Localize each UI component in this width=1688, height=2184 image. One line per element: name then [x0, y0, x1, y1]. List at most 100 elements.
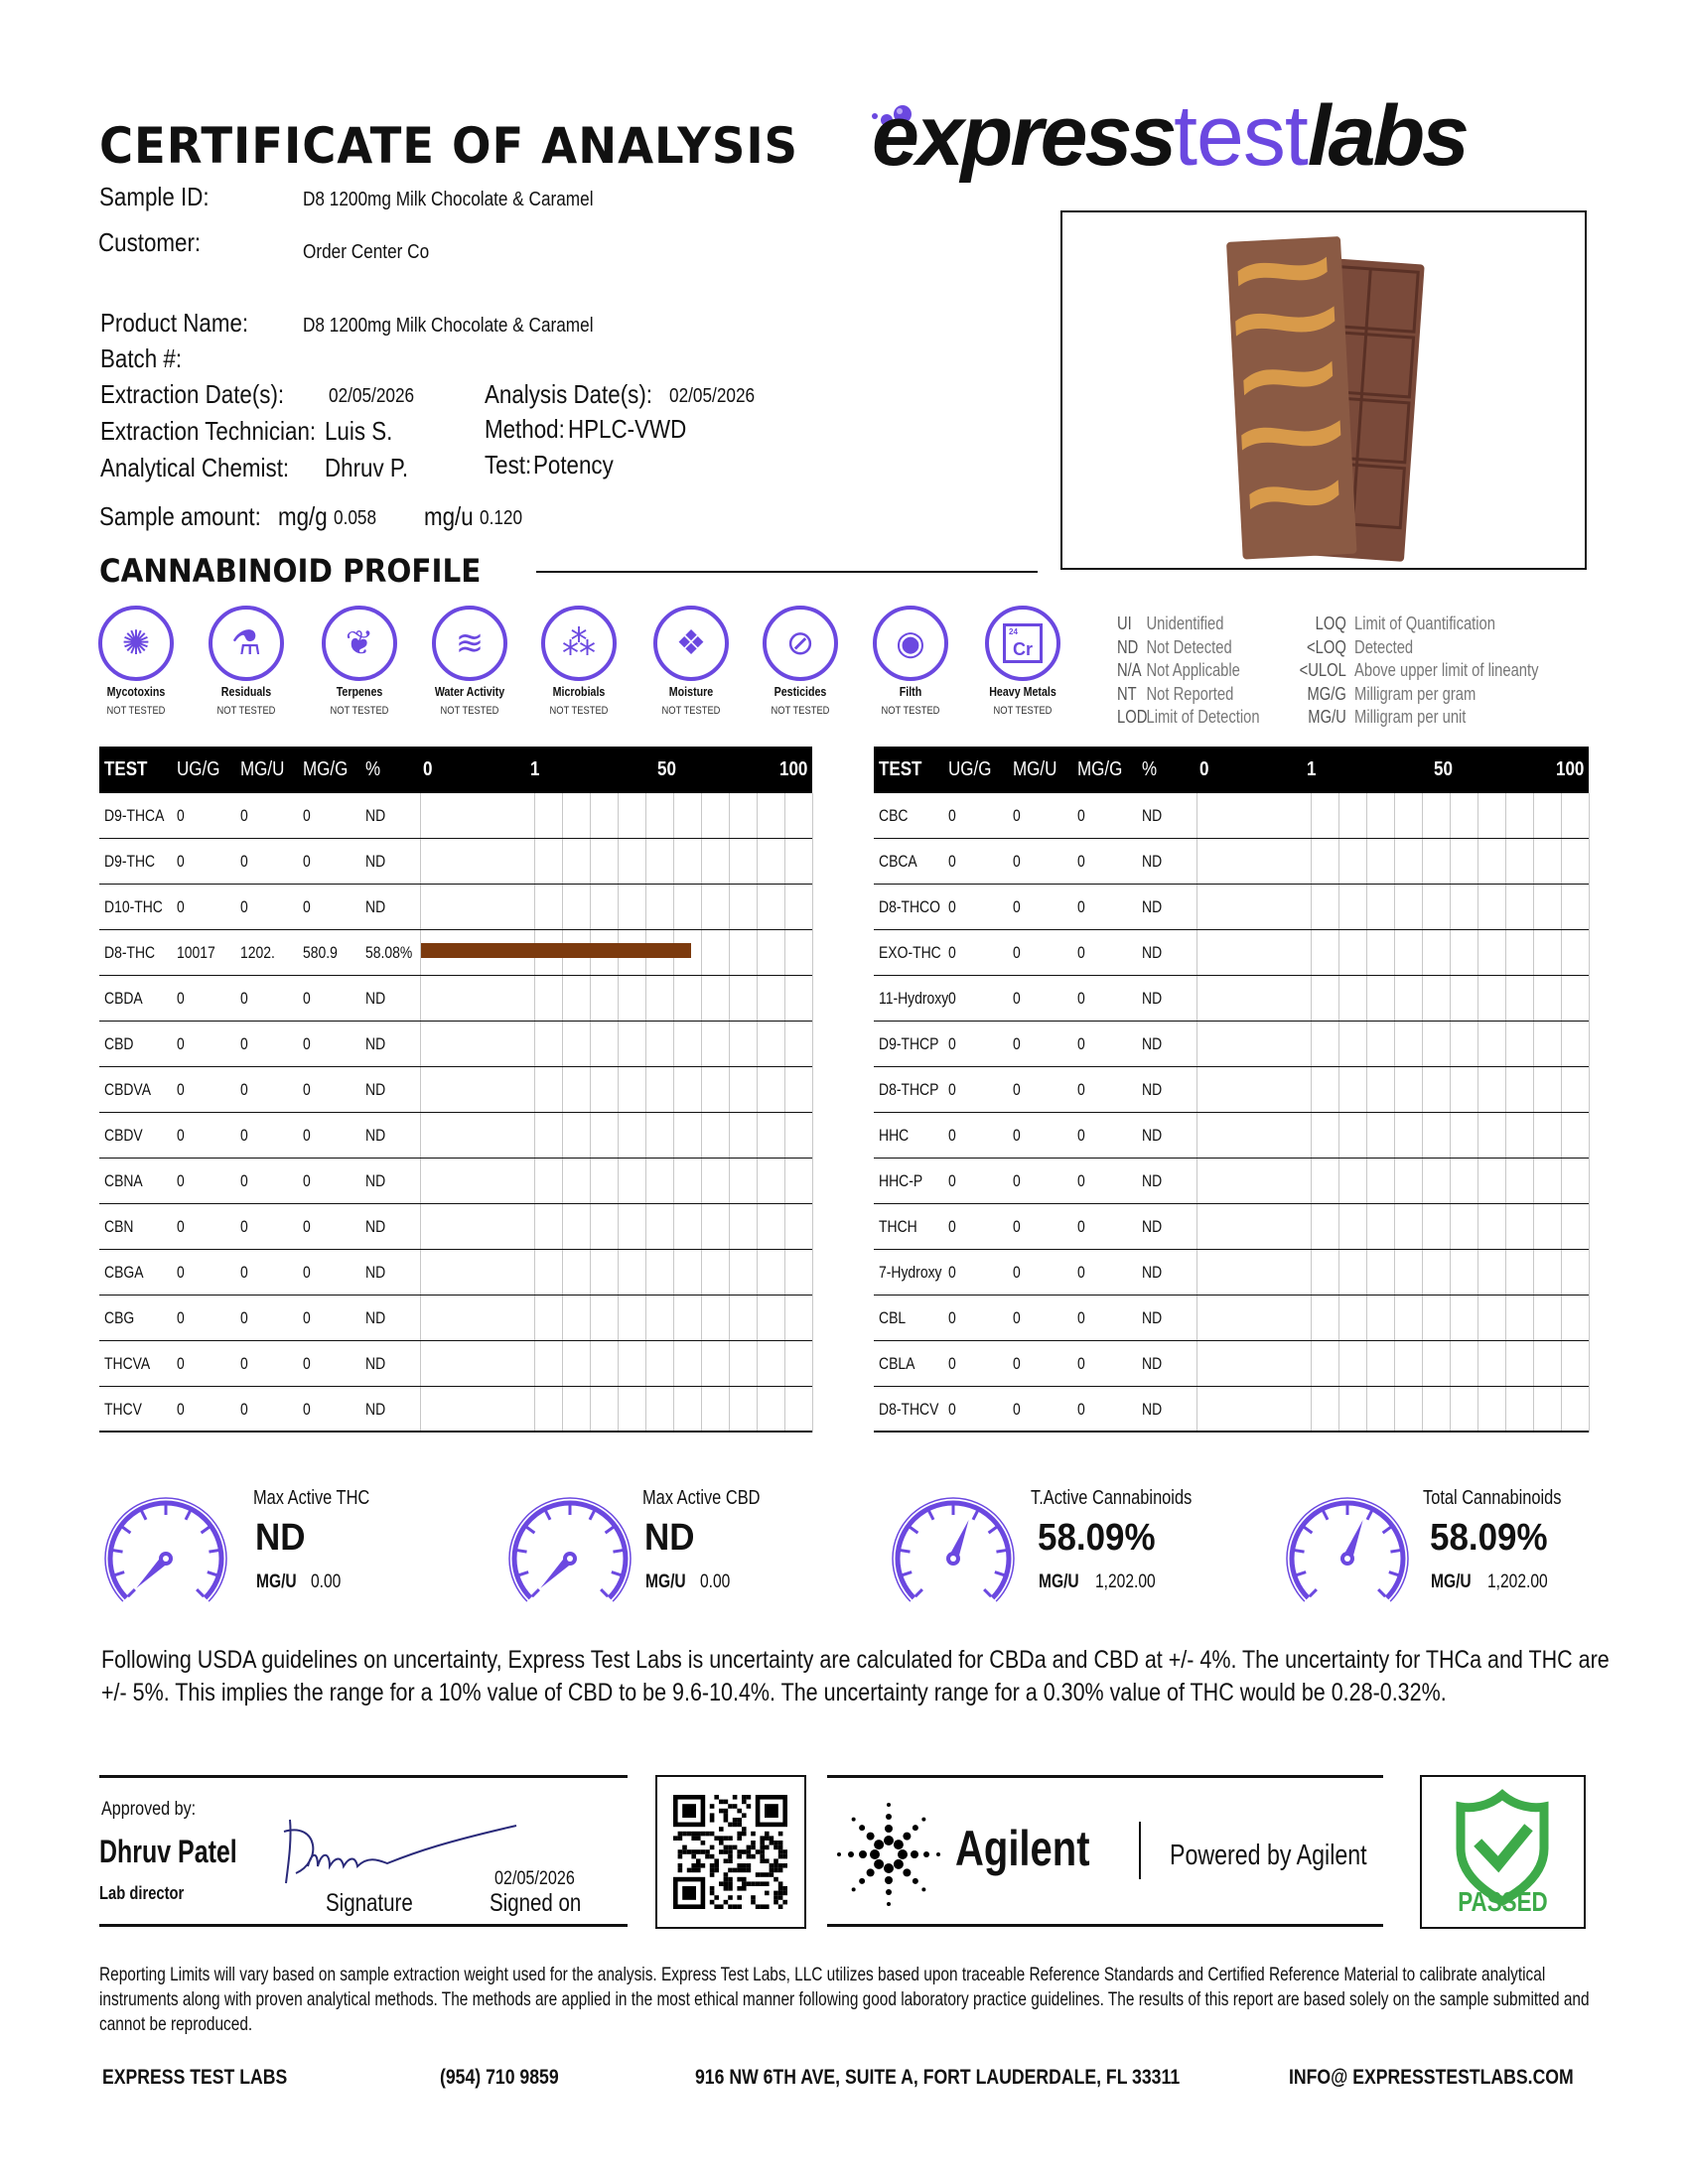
legend-item: MG/U Milligram per unit: [1296, 707, 1538, 731]
legend-abbr: <ULOL: [1299, 660, 1346, 680]
test-label: Residuals: [220, 684, 272, 699]
company-logo: expresstestlabs: [872, 87, 1470, 186]
cell-mgu: 0: [1013, 897, 1021, 916]
gauge-unit-value: 1,202.00: [1487, 1571, 1548, 1592]
extraction-tech-label: Extraction Technician:: [100, 416, 317, 446]
signed-date: 02/05/2026: [494, 1868, 575, 1889]
icon-glyph: ✺: [121, 624, 151, 662]
chart-gridline: [644, 793, 646, 1433]
gauge-tick: [207, 1570, 217, 1577]
atomic-number: 24: [1009, 627, 1018, 636]
table-row: D8-THCV 0 0 0 ND: [874, 1387, 1589, 1433]
cell-mgu: 0: [1013, 1171, 1021, 1190]
chemist-value: Dhruv P.: [325, 453, 409, 482]
cell-mgu: 0: [240, 1263, 248, 1282]
cell-pct: ND: [365, 897, 386, 916]
table-row: CBD 0 0 0 ND: [99, 1022, 812, 1067]
cell-mgu: 0: [240, 806, 248, 825]
section-title: CANNABINOID PROFILE: [99, 552, 482, 590]
cell-mgg: 0: [303, 1080, 311, 1099]
results-table-left: TEST UG/G MG/U MG/G% 0 1 50 100 D9-THCA 0 0 0 ND D9-T…: [99, 747, 813, 1433]
test-status: NOT TESTED: [106, 705, 166, 717]
footer-email[interactable]: INFO@ EXPRESSTESTLABS.COM: [1289, 2066, 1574, 2089]
cell-mgu: 0: [240, 1400, 248, 1419]
cell-test: D9-THC: [104, 852, 156, 871]
cell-pct: ND: [1142, 897, 1163, 916]
cell-test: CBC: [879, 806, 909, 825]
cell-mgu: 0: [240, 1171, 248, 1190]
logo-labs: labs: [1307, 88, 1470, 184]
test-label: Pesticides: [774, 684, 827, 699]
cell-test: CBD: [104, 1034, 134, 1053]
cell-mgg: 0: [1077, 1308, 1085, 1327]
chart-gridline: [533, 793, 535, 1433]
icon-glyph: ◉: [896, 624, 925, 662]
customer-label: Customer:: [98, 227, 202, 257]
divider: [827, 1924, 1383, 1927]
cell-mgg: 580.9: [303, 943, 338, 962]
table-row: D8-THC 10017 1202. 580.9 58.08%: [99, 930, 812, 976]
cell-pct: ND: [1142, 1263, 1163, 1282]
cell-pct: ND: [1142, 989, 1163, 1008]
cell-mgu: 0: [1013, 1034, 1021, 1053]
gauge-outer-arc: [892, 1497, 1015, 1602]
cell-pct: ND: [365, 1126, 386, 1145]
cell-mgu: 0: [1013, 989, 1021, 1008]
cell-mgg: 0: [1077, 1126, 1085, 1145]
cell-test: CBCA: [879, 852, 917, 871]
chart-gridline: [1421, 793, 1423, 1433]
cell-pct: ND: [1142, 1034, 1163, 1053]
divider: [99, 1924, 628, 1927]
cell-test: D8-THCO: [879, 897, 940, 916]
page-title: CERTIFICATE OF ANALYSIS: [99, 117, 798, 175]
batch-label: Batch #:: [100, 343, 183, 373]
table-row: EXO-THC 0 0 0 ND: [874, 930, 1589, 976]
cell-mgg: 0: [1077, 1400, 1085, 1419]
footer-phone[interactable]: (954) 710 9859: [440, 2066, 559, 2089]
powered-by-label: Powered by Agilent: [1170, 1840, 1367, 1871]
cell-mgu: 0: [1013, 1400, 1021, 1419]
chemist-label: Analytical Chemist:: [100, 453, 290, 482]
divider: [99, 1775, 628, 1778]
cell-ugg: 0: [948, 989, 956, 1008]
gauge-label: Max Active CBD: [642, 1487, 761, 1509]
icon-glyph: ❖: [675, 624, 707, 662]
cell-pct: ND: [1142, 1354, 1163, 1373]
extraction-date-value: 02/05/2026: [329, 385, 415, 407]
legend-meaning: Detected: [1354, 636, 1414, 657]
gauge-tick: [544, 1510, 552, 1521]
chart-gridline: [1310, 793, 1312, 1433]
scale-tick-label: 50: [656, 758, 676, 780]
table-row: THCVA 0 0 0 ND: [99, 1341, 812, 1387]
cell-mgg: 0: [303, 852, 311, 871]
cell-mgg: 0: [303, 1308, 311, 1327]
gauge-tick: [611, 1570, 622, 1577]
cell-pct: ND: [365, 1263, 386, 1282]
cell-test: THCV: [104, 1400, 142, 1419]
chart-gridline: [728, 793, 730, 1433]
cell-pct: ND: [365, 1080, 386, 1099]
table-row: CBDVA 0 0 0 ND: [99, 1067, 812, 1113]
qr-code[interactable]: [655, 1775, 806, 1929]
cell-pct: ND: [1142, 806, 1163, 825]
cell-test: CBL: [879, 1308, 907, 1327]
cell-test: CBNA: [104, 1171, 143, 1190]
analysis-date-value: 02/05/2026: [669, 385, 756, 407]
chart-gridline: [700, 793, 702, 1433]
column-header: %: [365, 758, 381, 780]
cell-ugg: 10017: [177, 943, 215, 962]
legend-abbr: NT: [1117, 683, 1137, 704]
agilent-spark-icon: [837, 1803, 940, 1906]
cell-ugg: 0: [948, 943, 956, 962]
table-row: D9-THC 0 0 0 ND: [99, 839, 812, 885]
legend-item: <ULOL Above upper limit of lineanty: [1296, 660, 1539, 684]
cell-mgg: 0: [303, 1034, 311, 1053]
agilent-logo: Agilent: [955, 1821, 1090, 1876]
legend-item: MG/G Milligram per gram: [1296, 684, 1538, 708]
method-label: Method:: [485, 414, 565, 444]
gauge-icon: [508, 1497, 632, 1602]
cell-mgg: 0: [303, 1171, 311, 1190]
chart-gridline: [1393, 793, 1395, 1433]
cell-pct: ND: [365, 852, 386, 871]
icon-glyph: ≋: [455, 624, 485, 662]
